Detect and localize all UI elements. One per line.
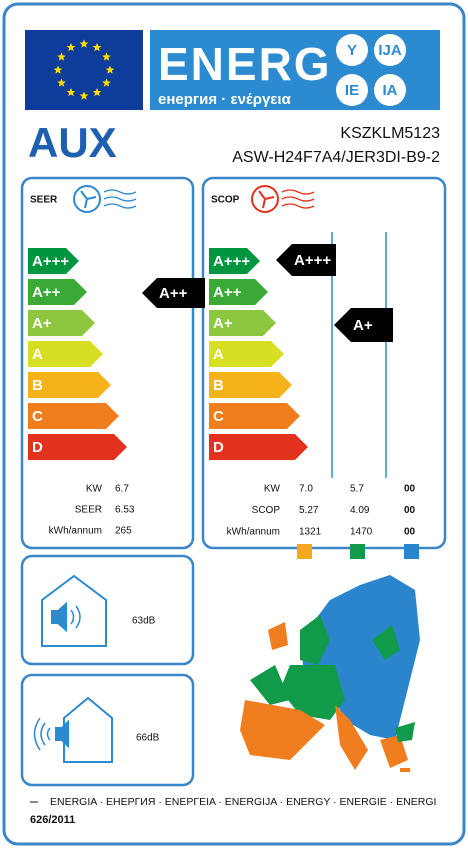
class-arrow [28,341,103,367]
rating-label: A+++ [294,252,331,269]
row-label: SCOP [252,505,281,516]
eu-star [66,87,76,97]
climate-map [240,575,420,772]
row-value: 00 [404,527,416,538]
footer-languages: ENERGIA · ЕНЕРГИЯ · ΕΝΕΡΓΕΙΑ · ENERGIJA … [50,796,436,808]
class-arrow [28,310,95,336]
eu-star [92,42,102,52]
row-label: KW [264,484,281,495]
heating-label: SCOP [211,195,240,206]
class-label: A [213,346,224,363]
class-label: A+ [32,315,52,332]
eu-star [105,65,115,74]
model-outdoor: KSZKLM5123 [340,125,440,142]
language-badge-text: IJA [378,42,402,59]
zone-average [350,544,365,559]
class-arrow [209,434,308,460]
class-arrow [209,403,300,429]
language-badge-text: Y [347,42,357,59]
language-badge [374,74,406,106]
class-label: A+++ [32,253,69,270]
outdoor-noise-icon [33,696,113,763]
class-arrow [28,279,87,305]
class-label: A++ [32,284,61,301]
eu-stars [53,39,115,100]
rating-pointer [276,244,336,276]
class-label: C [213,408,224,425]
row-value: 5.27 [299,505,319,516]
indoor-noise-panel [20,554,195,666]
language-badge [336,34,368,66]
class-arrow [28,403,119,429]
language-badge-text: IE [345,82,359,99]
cooling-panel [20,176,195,550]
row-label: KW [86,484,103,495]
class-arrow [209,248,260,274]
heating-panel [201,176,447,550]
supplier-logo: AUX [28,119,117,166]
eu-star [102,78,111,87]
class-arrow [209,279,268,305]
row-value: 6.53 [115,505,135,516]
class-arrow [209,372,292,398]
row-value: 1321 [299,527,322,538]
class-arrow [209,310,276,336]
model-indoor: ASW-H24F7A4/JER3DI-B9-2 [232,149,440,166]
class-arrow [209,341,284,367]
class-arrow [28,248,79,274]
eu-star [53,65,63,74]
eu-star [66,42,76,52]
eu-star [57,78,66,87]
cooling-label: SEER [30,195,58,206]
class-label: A++ [213,284,242,301]
class-arrow [28,372,111,398]
outdoor-noise-panel [20,673,195,787]
indoor-noise-icon [41,574,107,647]
row-value: 5.7 [350,484,364,495]
class-label: A [32,346,43,363]
row-value: 6.7 [115,484,129,495]
class-label: C [32,408,43,425]
rating-pointer [142,278,205,308]
class-arrow [28,434,127,460]
language-badge [336,74,368,106]
header-subtitle: енергия · ενέργεια [158,91,292,108]
eu-star [79,39,89,48]
eu-star [57,52,66,61]
zone-warmer [297,544,312,559]
class-label: B [32,377,43,394]
row-value: 7.0 [299,484,313,495]
zone-colder [404,544,419,559]
class-label: D [32,439,43,456]
row-label: kWh/annum [49,526,102,537]
eu-star [102,52,111,61]
row-label: SEER [75,505,102,516]
class-label: A+ [213,315,233,332]
class-label: D [213,439,224,456]
outdoor-noise-value: 66dB [136,733,160,744]
rating-pointer [334,308,393,342]
row-value: 00 [404,505,416,516]
header-title: ENERG [158,38,332,90]
row-value: 1470 [350,527,373,538]
eu-star [79,91,89,100]
language-badge [374,34,406,66]
cooling-fan-icon [73,185,137,213]
class-label: A+++ [213,253,250,270]
indoor-noise-value: 63dB [132,616,156,627]
rating-label: A++ [159,285,188,302]
rating-label: A+ [353,317,373,334]
row-value: 265 [115,526,132,537]
row-label: kWh/annum [227,527,280,538]
heating-fan-icon [251,185,315,213]
row-value: 4.09 [350,505,370,516]
footer-regulation: 626/2011 [30,814,75,826]
row-value: 00 [404,484,416,495]
language-badge-text: IA [383,82,398,99]
eu-star [92,87,102,97]
class-label: B [213,377,224,394]
